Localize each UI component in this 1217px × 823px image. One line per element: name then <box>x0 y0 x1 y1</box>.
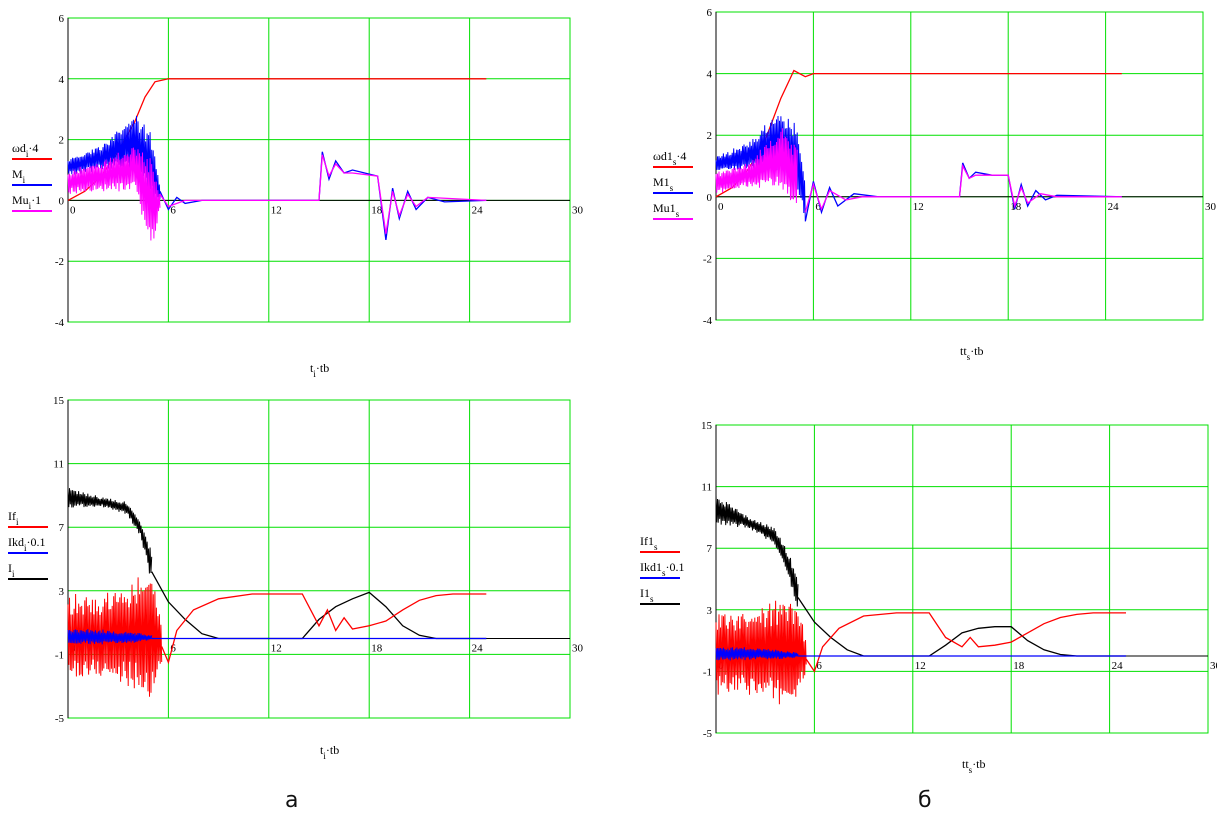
y-tick-label: 4 <box>59 74 65 86</box>
y-tick-label: 11 <box>53 459 64 471</box>
series-line <box>804 162 1122 222</box>
y-tick-label: 4 <box>707 69 713 81</box>
x-tick-label: 6 <box>170 204 176 216</box>
x-tick-label: 6 <box>170 643 176 655</box>
y-tick-label: -5 <box>55 713 65 725</box>
x-tick-label: 12 <box>913 201 924 213</box>
series-line <box>797 597 1126 657</box>
x-tick-label: 24 <box>1108 201 1120 213</box>
legend-label: ωd1s·4 <box>653 149 686 167</box>
y-tick-label: 11 <box>701 482 712 494</box>
x-tick-label: 12 <box>915 660 926 672</box>
y-tick-label: 6 <box>707 7 713 19</box>
x-axis-label: ti·tb <box>320 743 339 761</box>
series-line <box>151 571 487 640</box>
series-oscillation <box>67 488 153 574</box>
legend-label: Ikd1s·0.1 <box>640 560 685 578</box>
x-tick-label: 6 <box>816 660 822 672</box>
x-tick-label: 18 <box>371 204 383 216</box>
x-tick-label: 30 <box>1205 201 1217 213</box>
legend-label: Ikdi·0.1 <box>8 535 46 553</box>
series-oscillation <box>715 494 799 607</box>
x-tick-label: 24 <box>1112 660 1124 672</box>
y-tick-label: 0 <box>707 192 713 204</box>
legend-label: If1s <box>640 534 658 552</box>
series-line <box>159 151 487 240</box>
y-tick-label: 7 <box>59 522 65 534</box>
panel-label-b: б <box>918 788 932 813</box>
x-axis-label: ti·tb <box>310 361 329 379</box>
x-tick-label: 24 <box>472 643 484 655</box>
legend-label: Mui·1 <box>12 193 41 211</box>
y-tick-label: 0 <box>59 195 65 207</box>
series-line <box>159 154 487 234</box>
x-axis-label: tts·tb <box>960 344 984 362</box>
x-tick-label: 18 <box>1013 660 1024 672</box>
legend-label: Ifi <box>8 509 19 527</box>
series-oscillation <box>67 147 161 241</box>
y-tick-label: 2 <box>707 130 713 142</box>
y-tick-label: 15 <box>701 420 713 432</box>
y-tick-label: 6 <box>59 13 65 25</box>
x-tick-label: 30 <box>1210 660 1217 672</box>
y-tick-label: 15 <box>53 395 65 407</box>
series-line <box>804 163 1122 213</box>
x-tick-label: 6 <box>815 201 821 213</box>
y-tick-label: -2 <box>703 253 712 265</box>
y-tick-label: -1 <box>55 649 64 661</box>
x-tick-label: 30 <box>572 643 584 655</box>
chart-top-left: 0 6 12 18 24 30 6 4 2 0 -2 -4 ωdi·4 Mi Mui·1 ti·tb <box>12 13 584 379</box>
x-tick-label: 18 <box>371 643 383 655</box>
series-line <box>161 593 487 665</box>
x-tick-label: 30 <box>572 204 584 216</box>
chart-bottom-right: 0612182430151173-1-5If1sIkd1s·0.1I1stts·… <box>640 420 1217 775</box>
x-tick-label: 24 <box>472 204 484 216</box>
series-oscillation <box>715 128 798 204</box>
legend-label: M1s <box>653 175 674 193</box>
x-tick-label: 0 <box>718 201 724 213</box>
legend-label: Ii <box>8 561 15 579</box>
y-tick-label: -1 <box>703 666 712 678</box>
legend-label: Mi <box>12 167 26 185</box>
y-tick-label: 3 <box>59 586 65 598</box>
x-tick-label: 0 <box>70 204 76 216</box>
legend-label: Mu1s <box>653 201 680 219</box>
y-tick-label: 2 <box>59 135 65 147</box>
series-line <box>805 612 1126 673</box>
legend-label: ωdi·4 <box>12 141 38 159</box>
y-tick-label: 7 <box>707 543 713 555</box>
y-tick-label: -2 <box>55 256 64 268</box>
y-tick-label: -5 <box>703 728 713 740</box>
x-tick-label: 12 <box>271 643 282 655</box>
y-tick-label: 3 <box>707 605 713 617</box>
legend-label: I1s <box>640 586 654 604</box>
series-oscillation <box>67 629 153 645</box>
panel-label-a: а <box>285 788 299 813</box>
series-oscillation <box>715 647 799 661</box>
y-tick-label: -4 <box>703 315 713 327</box>
series-oscillation <box>67 115 161 201</box>
x-tick-label: 12 <box>271 204 282 216</box>
x-axis-label: tts·tb <box>962 757 986 775</box>
y-tick-label: -4 <box>55 317 65 329</box>
